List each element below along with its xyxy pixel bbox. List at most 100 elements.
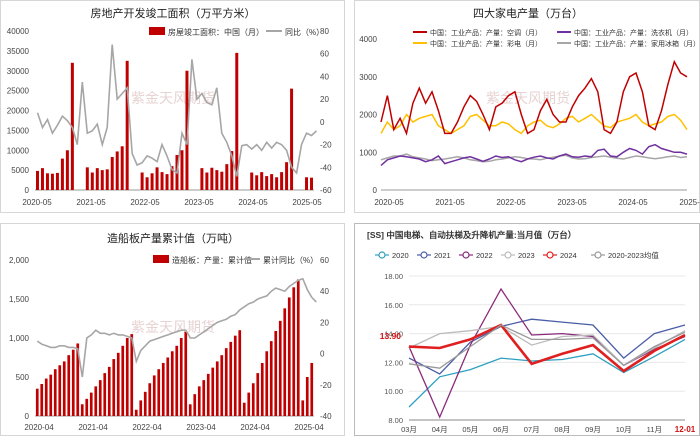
y-right-tick-label: 0: [320, 118, 325, 127]
bar: [270, 174, 274, 190]
bar: [247, 392, 251, 416]
y-tick-label: 1,500: [9, 295, 30, 304]
y-tick-label: 2000: [359, 111, 377, 120]
legend-label-line: 同比（%）: [285, 27, 324, 37]
chart-panel-elevator-output: [SS] 中国电梯、自动扶梯及升降机产量:当月值（万台） 2020 2021 2022…: [354, 223, 700, 436]
legend-marker: [378, 251, 386, 259]
bar: [49, 374, 53, 416]
series-line: [408, 323, 686, 373]
bar: [125, 60, 129, 190]
bar: [166, 357, 170, 416]
y-right-tick-label: -40: [320, 412, 332, 421]
bar: [143, 391, 147, 416]
x-tick-label: 08月: [554, 425, 570, 434]
x-tick-label: 10月: [616, 425, 632, 434]
legend-label: 2024: [560, 251, 577, 260]
bar: [105, 169, 109, 190]
bar: [139, 400, 143, 416]
y-tick-label: 40000: [7, 27, 30, 36]
bar: [120, 146, 124, 190]
y-tick-label: 3000: [359, 73, 377, 82]
bar: [184, 331, 188, 416]
bar: [193, 394, 197, 416]
legend-label: 2023: [518, 251, 535, 260]
x-tick-label: 2022-05: [496, 198, 526, 207]
y-tick-label: 18.00: [384, 272, 403, 281]
chart-panel-completion-area: 房地产开发竣工面积（万平方米） 房屋竣工面积：中国（月） 同比（%） 紫金天风期货 0 5…: [0, 0, 345, 213]
y-right-tick-label: 80: [320, 27, 329, 36]
legend-label-line: 累计同比（%）: [263, 255, 318, 265]
bar: [310, 362, 314, 416]
y-right-tick-label: -60: [320, 186, 332, 195]
bar: [285, 162, 289, 190]
bar: [215, 361, 219, 416]
bar: [55, 172, 59, 190]
chart-elevator-output: [SS] 中国电梯、自动扶梯及升降机产量:当月值（万台） 2020 2021 2022…: [367, 230, 696, 434]
bar: [44, 378, 48, 416]
y-tick-label: 0: [373, 186, 378, 195]
y-tick-label: 10000: [7, 146, 30, 155]
bar: [175, 345, 179, 416]
bar: [40, 168, 44, 190]
bar: [269, 341, 273, 416]
bar: [278, 320, 282, 416]
bar: [145, 177, 149, 190]
bar: [283, 308, 287, 416]
legend-marker: [462, 251, 470, 259]
series-line: [380, 113, 688, 135]
bar: [179, 338, 183, 416]
x-tick-label: 06月: [493, 425, 509, 434]
bar: [85, 167, 89, 190]
x-tick-label: 2021-05: [76, 198, 106, 207]
legend-label: 2020: [392, 251, 409, 260]
x-tick-label: 11月: [647, 425, 662, 434]
bar: [301, 400, 305, 416]
y-right-tick-label: -40: [320, 163, 332, 172]
bar: [50, 173, 54, 190]
x-tick-label: 2025-04: [294, 423, 324, 432]
chart-panel-ship-plate-output: 造船板产量累计值（万吨） 造船板：产量：累计值 累计同比（%） 紫金天风期货 0 500 1…: [0, 223, 345, 436]
bar: [310, 177, 314, 190]
bar: [188, 404, 192, 416]
bar: [98, 380, 102, 416]
series-line: [408, 324, 686, 369]
bar: [292, 287, 296, 416]
y-tick-label: 15000: [7, 126, 30, 135]
x-tick-label: 2023-04: [186, 423, 216, 432]
y-tick-label: 4000: [359, 35, 377, 44]
chart-ship-plate-output: 造船板产量累计值（万吨） 造船板：产量：累计值 累计同比（%） 紫金天风期货 0 500 1…: [9, 231, 332, 432]
bar: [89, 392, 93, 416]
bar: [130, 334, 134, 416]
bar: [107, 366, 111, 416]
bar: [238, 330, 242, 416]
bar: [71, 349, 75, 416]
legend-marker: [546, 251, 554, 259]
bar: [150, 173, 154, 190]
bar: [256, 373, 260, 416]
bar: [121, 345, 125, 416]
bar: [280, 172, 284, 190]
y-tick-label: 35000: [7, 47, 30, 56]
y-right-tick-label: -20: [320, 381, 332, 390]
watermark: 紫金天风期货: [131, 90, 215, 106]
chart-title: 房地产开发竣工面积（万平方米）: [91, 6, 256, 20]
bar: [95, 168, 99, 190]
bar: [242, 402, 246, 416]
bar: [67, 355, 71, 416]
legend-marker: [594, 251, 602, 259]
x-tick-label: 2025-05: [679, 198, 700, 207]
bar: [45, 173, 49, 190]
y-tick-label: 2,000: [9, 256, 30, 265]
bar: [157, 369, 161, 416]
legend-label: 中国：工业产品：产量：家用冰箱（月）: [574, 39, 700, 48]
x-tick-label: 03月: [401, 425, 417, 434]
series-line: [380, 153, 688, 163]
bar: [235, 52, 239, 190]
legend-label: 2022: [476, 251, 493, 260]
y-tick-label: 500: [16, 373, 30, 382]
watermark: 紫金天风期货: [131, 319, 215, 335]
y-tick-label: 25000: [7, 87, 30, 96]
legend-label: 中国：工业产品：产量：彩电（月）: [430, 39, 542, 48]
callout-x-label: 12-01: [675, 425, 696, 434]
x-tick-label: 2020-05: [374, 198, 404, 207]
